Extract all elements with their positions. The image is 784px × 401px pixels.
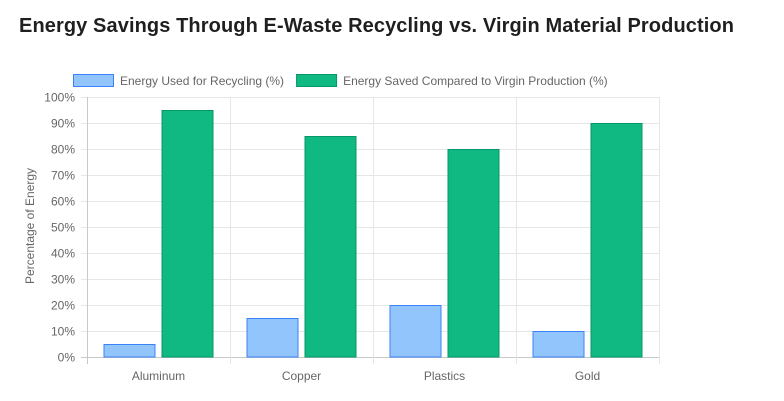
legend-item-series-1[interactable]: Energy Used for Recycling (%) <box>73 74 285 88</box>
y-tick-label: 0% <box>58 351 76 365</box>
bar-gold-series-2[interactable] <box>590 123 643 358</box>
bars <box>103 110 643 358</box>
y-tick-label: 20% <box>51 299 75 313</box>
y-tick-label: 50% <box>51 221 75 235</box>
legend-swatch <box>296 74 338 87</box>
y-axis-ticks: 0% 10% 20% 30% 40% 50% 60% 70% 80% 90% 100% <box>44 91 75 365</box>
bar-plastics-series-1[interactable] <box>389 305 442 358</box>
legend-item-series-2[interactable]: Energy Saved Compared to Virgin Producti… <box>296 74 608 88</box>
bar-copper-series-2[interactable] <box>304 136 357 358</box>
y-tick-label: 10% <box>51 325 75 339</box>
bar-copper-series-1[interactable] <box>246 318 299 358</box>
legend-label: Energy Saved Compared to Virgin Producti… <box>343 74 608 88</box>
y-tick-label: 60% <box>51 195 75 209</box>
chart-title: Energy Savings Through E-Waste Recycling… <box>19 15 735 37</box>
grid-lines <box>81 97 660 364</box>
x-axis-ticks: Aluminum Copper Plastics Gold <box>132 369 600 383</box>
legend: Energy Used for Recycling (%) Energy Save… <box>73 74 608 88</box>
x-tick-label: Gold <box>575 369 600 383</box>
x-tick-label: Plastics <box>424 369 465 383</box>
legend-label: Energy Used for Recycling (%) <box>120 74 284 88</box>
y-tick-label: 70% <box>51 169 75 183</box>
bar-aluminum-series-2[interactable] <box>161 110 214 358</box>
x-tick-label: Aluminum <box>132 369 185 383</box>
y-tick-label: 40% <box>51 247 75 261</box>
bar-aluminum-series-1[interactable] <box>103 344 156 358</box>
y-axis-label: Percentage of Energy <box>23 168 37 284</box>
legend-swatch <box>73 74 114 87</box>
bar-plastics-series-2[interactable] <box>447 149 500 358</box>
y-tick-label: 100% <box>44 91 75 105</box>
bar-gold-series-1[interactable] <box>532 331 585 358</box>
y-tick-label: 30% <box>51 273 75 287</box>
x-tick-label: Copper <box>282 369 321 383</box>
y-tick-label: 80% <box>51 143 75 157</box>
y-tick-label: 90% <box>51 117 75 131</box>
